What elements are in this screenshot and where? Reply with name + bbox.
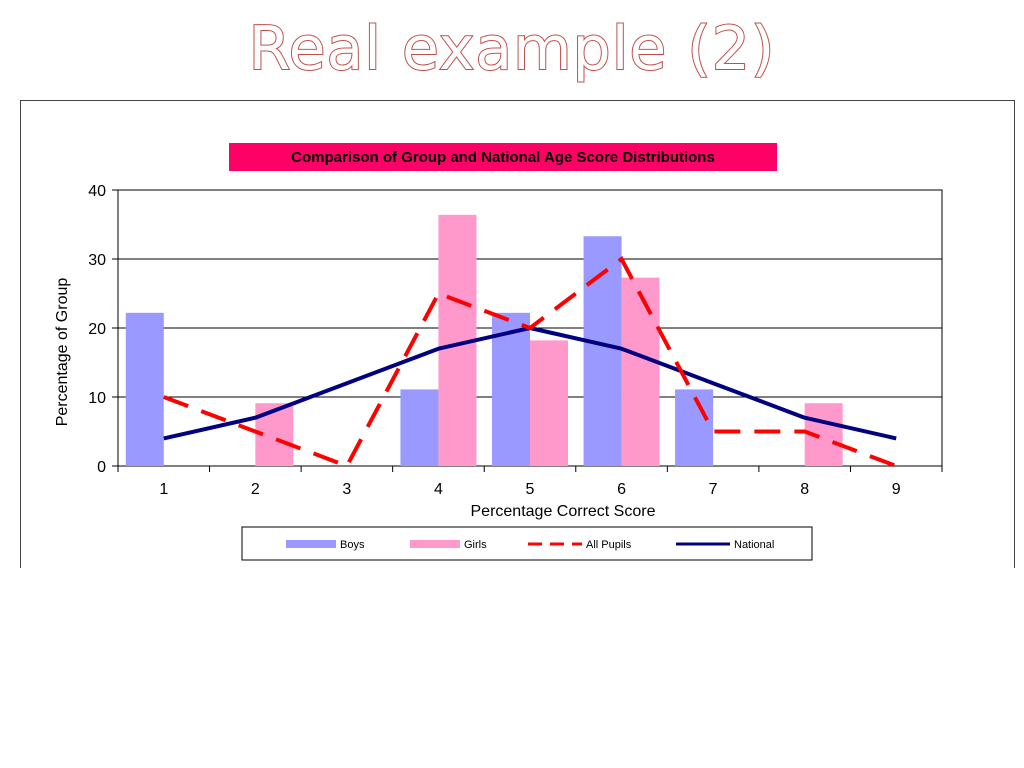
legend-swatch — [410, 540, 460, 548]
x-tick-label: 1 — [159, 481, 168, 498]
x-tick-label: 6 — [617, 481, 626, 498]
bar-boys — [675, 389, 714, 466]
bar-girls — [530, 340, 568, 466]
legend-swatch — [286, 540, 336, 548]
x-tick-label: 3 — [342, 481, 351, 498]
x-tick-label: 9 — [892, 481, 901, 498]
x-axis-label: Percentage Correct Score — [471, 503, 656, 520]
bar-boys — [125, 312, 164, 466]
plot-area: 0 10 20 30 40 1 2 3 4 5 6 7 8 9 — [88, 183, 943, 498]
legend-label: Girls — [464, 539, 487, 551]
y-tick-label: 30 — [88, 252, 106, 269]
y-tick-label: 10 — [88, 390, 106, 407]
legend: Boys Girls All Pupils National — [241, 526, 813, 561]
chart-title-banner — [229, 143, 777, 171]
chart-frame — [20, 100, 1015, 568]
bar-boys — [400, 389, 439, 466]
slide-title: Real example (2) — [248, 13, 776, 85]
chart: Comparison of Group and National Age Sco… — [54, 143, 943, 561]
x-tick-label: 2 — [251, 481, 260, 498]
chart-title: Comparison of Group and National Age Sco… — [291, 149, 715, 166]
legend-label: All Pupils — [586, 539, 632, 551]
bar-boys — [492, 312, 530, 466]
series-line-all-pupils — [163, 255, 897, 469]
legend-item-boys: Boys — [286, 539, 365, 551]
y-axis-label: Percentage of Group — [54, 278, 71, 427]
y-tick-label: 20 — [88, 321, 106, 338]
legend-item-national: National — [676, 539, 774, 551]
x-tick-label: 4 — [434, 481, 443, 498]
legend-label: National — [734, 539, 774, 551]
legend-item-girls: Girls — [410, 539, 487, 551]
y-tick-label: 0 — [97, 459, 106, 476]
x-tick-label: 7 — [709, 481, 718, 498]
legend-item-all-pupils: All Pupils — [528, 539, 632, 551]
legend-label: Boys — [340, 539, 365, 551]
x-tick-label: 5 — [526, 481, 535, 498]
bar-girls — [621, 277, 660, 466]
bar-boys — [583, 236, 622, 466]
y-tick-label: 40 — [88, 183, 106, 200]
x-tick-label: 8 — [800, 481, 809, 498]
